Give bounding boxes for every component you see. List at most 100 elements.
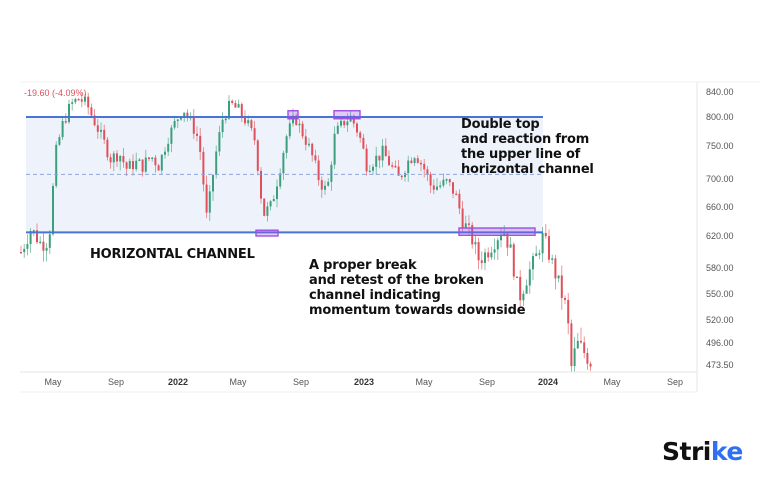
candle: [87, 96, 90, 108]
candle: [160, 154, 163, 171]
candle: [541, 232, 544, 254]
annotation-line: momentum towards downside: [309, 303, 526, 318]
candle: [48, 234, 51, 248]
candle: [58, 137, 61, 145]
candle: [512, 244, 515, 277]
candle: [141, 159, 144, 172]
candle: [45, 247, 48, 251]
y-tick-label: 660.00: [706, 202, 734, 212]
y-tick-label: 580.00: [706, 263, 734, 273]
candle: [260, 170, 262, 199]
candle: [317, 160, 320, 181]
candle: [356, 123, 358, 133]
candle: [509, 244, 512, 248]
candle: [71, 102, 74, 104]
candle: [388, 156, 390, 166]
x-tick-label: May: [229, 377, 247, 387]
y-tick-label: 750.00: [706, 141, 734, 151]
candle: [400, 175, 403, 178]
logo-text: Stri: [662, 437, 711, 466]
candle: [455, 193, 458, 196]
candle: [560, 275, 563, 298]
candle: [247, 120, 250, 124]
candle: [122, 155, 125, 163]
candle: [36, 230, 38, 243]
candle: [154, 157, 157, 166]
candle: [461, 208, 464, 228]
candle: [557, 275, 560, 279]
axes: 840.00 800.00 750.00 700.00 660.00 620.00 580.…: [20, 81, 760, 393]
candle: [570, 323, 573, 367]
candle: [42, 241, 45, 251]
y-tick-label: 496.00: [706, 338, 734, 348]
candle: [128, 161, 131, 169]
candle: [506, 233, 509, 248]
candle: [112, 153, 115, 163]
annotation-line: A proper break: [309, 258, 417, 273]
candle: [304, 136, 307, 145]
candle: [551, 258, 554, 260]
candle: [528, 269, 531, 286]
candle: [100, 129, 102, 132]
candle: [308, 143, 310, 146]
candle: [202, 151, 205, 185]
candle: [343, 120, 346, 126]
candle: [103, 129, 106, 140]
candle: [266, 206, 269, 216]
candle: [183, 112, 186, 118]
candle: [244, 116, 246, 124]
annotation-line: horizontal channel: [461, 162, 594, 177]
candle: [298, 123, 301, 126]
candle: [468, 223, 470, 225]
candle: [234, 103, 237, 108]
candle: [240, 104, 243, 117]
candle: [576, 340, 579, 349]
highlight-boxes: [255, 110, 536, 237]
candle: [176, 119, 179, 122]
x-tick-label: Sep: [667, 377, 683, 387]
candle: [404, 173, 406, 177]
candle: [295, 115, 298, 125]
candle: [55, 144, 58, 186]
candle: [426, 169, 429, 175]
candle: [432, 185, 435, 190]
candle: [237, 104, 240, 108]
candle: [538, 253, 541, 255]
candle: [490, 252, 493, 258]
candle: [80, 99, 83, 102]
candle: [29, 231, 32, 245]
candle: [250, 120, 253, 129]
candle: [301, 123, 304, 137]
candle: [429, 174, 432, 186]
candle: [74, 98, 77, 103]
candle: [106, 139, 109, 158]
candle: [151, 157, 154, 160]
x-tick-label: May: [415, 377, 433, 387]
candle: [474, 242, 477, 245]
candle: [285, 136, 288, 153]
candle: [180, 117, 182, 120]
strike-logo: Strike: [662, 437, 743, 466]
candle: [544, 232, 547, 237]
candle: [164, 151, 166, 155]
y-tick-label: 840.00: [706, 87, 734, 97]
candle: [564, 297, 566, 300]
candle: [272, 199, 275, 202]
candle: [221, 119, 224, 133]
candle: [525, 285, 528, 294]
candle: [20, 252, 22, 254]
candle: [231, 100, 234, 104]
candle: [148, 157, 150, 160]
x-tick-label: Sep: [108, 377, 124, 387]
x-tick-label: 2023: [354, 377, 374, 387]
candle: [119, 155, 122, 162]
highlight-box-double-top-2: [333, 110, 361, 120]
candle: [135, 160, 138, 170]
candle: [282, 152, 285, 174]
candle: [464, 223, 467, 228]
candle: [452, 182, 454, 194]
candle: [493, 249, 496, 253]
candle: [442, 179, 445, 186]
candle: [61, 120, 64, 138]
